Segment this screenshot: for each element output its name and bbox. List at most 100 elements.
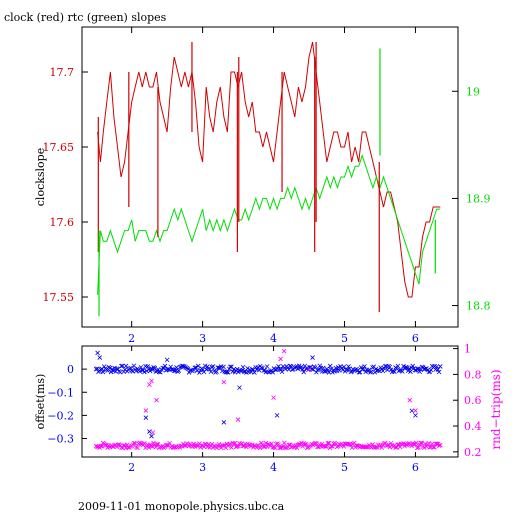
marker-rnd-trip: [324, 444, 330, 449]
marker-rnd-trip: [415, 445, 420, 451]
marker-offset: [341, 364, 347, 370]
top-x-tick-label: 6: [412, 332, 419, 345]
marker-rnd-trip: [303, 442, 309, 447]
marker-offset: [210, 364, 216, 369]
marker-rnd-trip: [109, 444, 115, 449]
marker-rnd-trip: [199, 443, 204, 448]
marker-rnd-trip: [131, 440, 137, 446]
bottom-y-tick-label-right: 0.6: [464, 394, 482, 407]
marker-rnd-trip: [411, 441, 417, 447]
outlier-rnd-trip: [149, 378, 154, 384]
marker-offset: [343, 367, 349, 373]
marker-rnd-trip: [279, 444, 285, 450]
marker-offset: [241, 369, 247, 374]
marker-offset: [346, 364, 351, 369]
marker-offset: [415, 366, 420, 372]
marker-offset: [225, 370, 231, 375]
marker-offset: [400, 369, 405, 374]
marker-rnd-trip: [283, 445, 288, 451]
top-y-tick-label-left: 17.7: [50, 66, 75, 79]
outlier-offset: [164, 357, 170, 363]
outlier-rnd-trip: [281, 348, 287, 354]
marker-offset: [380, 368, 386, 374]
marker-offset: [228, 364, 233, 370]
marker-rnd-trip: [432, 445, 437, 450]
outlier-rnd-trip: [271, 395, 276, 400]
marker-offset: [326, 370, 332, 375]
marker-offset: [152, 365, 157, 371]
marker-offset: [100, 369, 106, 375]
marker-rnd-trip: [98, 443, 104, 449]
marker-offset: [142, 369, 147, 375]
outlier-offset: [143, 415, 149, 420]
marker-rnd-trip: [437, 442, 443, 448]
marker-offset: [296, 363, 302, 369]
marker-offset: [345, 367, 350, 372]
marker-offset: [299, 364, 304, 370]
marker-offset: [249, 366, 255, 372]
top-x-tick-label: 3: [199, 332, 206, 345]
bottom-y-axis-label-right: rnd−trip(ms): [489, 369, 503, 449]
marker-rnd-trip: [234, 444, 240, 449]
series-line-clock: [97, 41, 441, 298]
marker-rnd-trip: [413, 440, 419, 446]
marker-rnd-trip: [216, 441, 222, 447]
top-plot-frame: [81, 26, 459, 328]
marker-offset: [119, 363, 124, 369]
top-y-tick-label-left: 17.55: [43, 291, 75, 304]
marker-offset: [138, 364, 144, 370]
marker-offset: [147, 368, 153, 374]
marker-rnd-trip: [257, 445, 263, 451]
marker-rnd-trip: [222, 442, 227, 448]
marker-rnd-trip: [282, 440, 287, 446]
marker-rnd-trip: [272, 445, 278, 451]
bottom-y-tick-label-right: 1: [464, 343, 471, 356]
marker-rnd-trip: [323, 444, 328, 449]
bottom-y-tick-label-left: −0.3: [47, 433, 74, 446]
outlier-rnd-trip: [413, 408, 418, 413]
marker-offset: [388, 367, 394, 373]
marker-offset: [231, 366, 237, 372]
marker-offset: [436, 369, 442, 375]
top-y-tick-label-left: 17.6: [50, 216, 75, 229]
top-y-tick-label-right: 19: [466, 85, 480, 98]
bottom-y-tick-label-right: 0.2: [464, 446, 482, 459]
bottom-y-tick-label-right: 0.4: [464, 420, 482, 433]
marker-rnd-trip: [148, 443, 154, 449]
marker-offset: [200, 367, 206, 372]
outlier-offset: [237, 385, 242, 390]
bottom-x-tick-label: 2: [128, 461, 135, 474]
marker-rnd-trip: [348, 442, 354, 448]
marker-offset: [193, 365, 199, 370]
marker-rnd-trip: [167, 440, 172, 446]
marker-offset: [434, 364, 440, 369]
outlier-rnd-trip: [143, 408, 149, 413]
marker-offset: [144, 368, 149, 374]
marker-rnd-trip: [409, 443, 414, 449]
marker-offset: [437, 364, 443, 369]
marker-offset: [192, 365, 198, 371]
marker-rnd-trip: [229, 445, 234, 450]
marker-offset: [369, 369, 374, 374]
marker-offset: [435, 367, 441, 372]
marker-rnd-trip: [314, 441, 319, 446]
marker-rnd-trip: [296, 442, 302, 447]
top-plot: 2 3 4 5 6 17.55 17.6 17.65 17.7 18.8 18.9 19 clocksl…: [34, 27, 491, 345]
outlier-offset: [413, 413, 418, 418]
marker-offset: [174, 365, 179, 370]
marker-rnd-trip: [302, 442, 308, 447]
marker-offset: [208, 369, 214, 375]
marker-offset: [385, 367, 390, 373]
marker-rnd-trip: [142, 440, 147, 446]
outlier-rnd-trip: [221, 379, 227, 385]
marker-offset: [301, 369, 307, 375]
marker-rnd-trip: [132, 441, 138, 446]
marker-offset: [185, 366, 191, 372]
marker-rnd-trip: [436, 443, 442, 448]
marker-rnd-trip: [269, 441, 274, 446]
marker-rnd-trip: [374, 445, 380, 450]
marker-rnd-trip: [364, 444, 370, 450]
bottom-x-tick-label: 6: [412, 461, 419, 474]
